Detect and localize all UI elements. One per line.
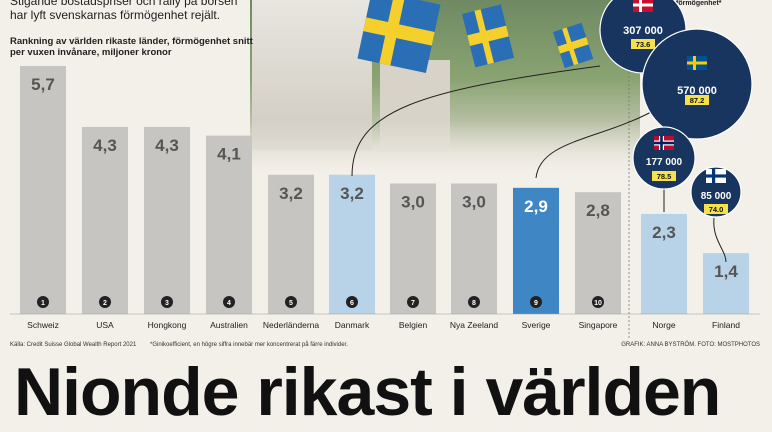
value-label: 2,3 <box>652 223 676 242</box>
bar-singapore <box>575 192 621 314</box>
danish-flag-icon <box>633 0 653 12</box>
legend-note: förmögenhet* <box>676 0 722 7</box>
rank-number: 4 <box>227 300 231 307</box>
category-label: Australien <box>210 320 248 330</box>
finnish-flag-icon <box>706 169 726 183</box>
rank-number: 7 <box>411 300 415 307</box>
value-label: 3,2 <box>340 184 364 203</box>
footnote: *Ginikoefficient, en högre siffra innebä… <box>150 342 348 348</box>
category-label: Belgien <box>399 320 428 330</box>
category-label: Norge <box>652 320 675 330</box>
rank-badge <box>285 296 297 308</box>
headline: Nionde rikast i världen <box>14 354 721 430</box>
value-label: 2,9 <box>524 197 548 216</box>
bar-hongkong <box>144 126 190 314</box>
value-label: 5,7 <box>31 75 55 94</box>
connector-line <box>535 109 656 179</box>
category-label: Danmark <box>335 320 370 330</box>
category-label: USA <box>96 320 114 330</box>
category-label: Singapore <box>579 320 618 330</box>
bubble-value: 177 000 <box>646 157 683 168</box>
value-label: 2,8 <box>586 201 610 220</box>
gini-badge: 73.6 <box>636 40 651 49</box>
rank-number: 9 <box>534 300 538 307</box>
rank-badge <box>99 296 111 308</box>
graphic-credit: GRAFIK: ANNA BYSTRÖM. FOTO: MOSTPHOTOS <box>621 342 760 348</box>
rank-badge <box>223 296 235 308</box>
bar-australien <box>206 135 252 314</box>
rank-badge <box>346 296 358 308</box>
category-label: Hongkong <box>148 320 187 330</box>
chart-subtitle: Rankning av världen rikaste länder, förm… <box>10 36 253 58</box>
rank-number: 10 <box>594 300 602 307</box>
value-label: 3,0 <box>401 192 425 211</box>
rank-badge <box>407 296 419 308</box>
category-label: Nederländerna <box>263 320 320 330</box>
gini-badge: 74.0 <box>709 205 724 214</box>
bar-norge <box>641 213 687 314</box>
rank-badge <box>530 296 542 308</box>
norwegian-flag-icon <box>654 136 674 150</box>
source-note: Källa: Credit Suisse Global Wealth Repor… <box>10 342 137 348</box>
rank-badge <box>37 296 49 308</box>
wealth-bubble-norge: 177 000 78.5 <box>632 126 696 190</box>
bar-danmark <box>329 174 375 314</box>
rank-number: 6 <box>350 300 354 307</box>
bubble-value: 85 000 <box>701 191 732 202</box>
bar-usa <box>82 126 128 314</box>
swedish-flag-icon <box>687 56 707 70</box>
value-label: 3,2 <box>279 184 303 203</box>
connector-line <box>713 217 727 263</box>
wealth-bubble-finland: 85 000 74.0 <box>690 166 742 218</box>
rank-number: 8 <box>472 300 476 307</box>
bubble-value: 307 000 <box>623 25 663 37</box>
lead-text: Stigande bostadspriser och rally på börs… <box>10 0 238 22</box>
bar-nederländerna <box>268 174 314 314</box>
bar-chart: 5,7 Schweiz 1 4,3 USA 2 4,3 Hongkong 3 4,1 Austral… <box>10 0 760 340</box>
rank-number: 2 <box>103 300 107 307</box>
rank-number: 1 <box>41 300 45 307</box>
bar-finland <box>703 253 749 314</box>
value-label: 4,3 <box>155 136 179 155</box>
value-label: 3,0 <box>462 192 486 211</box>
infographic: Stigande bostadspriser och rally på börs… <box>10 0 760 430</box>
category-label: Nya Zeeland <box>450 320 498 330</box>
photo-flags <box>357 0 594 74</box>
swedish-flag-icon <box>357 0 441 74</box>
rank-number: 3 <box>165 300 169 307</box>
swedish-flag-icon <box>553 22 594 69</box>
gini-badge: 87.2 <box>690 96 705 105</box>
category-label: Finland <box>712 320 740 330</box>
swedish-flag-icon <box>462 4 515 68</box>
bar-sverige <box>513 187 559 314</box>
rank-badge <box>161 296 173 308</box>
category-label: Schweiz <box>27 320 59 330</box>
rank-badge <box>592 296 604 308</box>
bar-schweiz <box>20 66 66 314</box>
value-label: 1,4 <box>714 262 738 281</box>
bar-nya-zeeland <box>451 183 497 314</box>
value-label: 4,1 <box>217 145 241 164</box>
rank-badge <box>468 296 480 308</box>
rank-number: 5 <box>289 300 293 307</box>
category-label: Sverige <box>522 320 551 330</box>
gini-badge: 78.5 <box>657 172 672 181</box>
bubble-value: 570 000 <box>677 85 717 97</box>
connector-line <box>351 65 601 177</box>
bar-belgien <box>390 183 436 314</box>
value-label: 4,3 <box>93 136 117 155</box>
photo-fade <box>250 120 640 180</box>
